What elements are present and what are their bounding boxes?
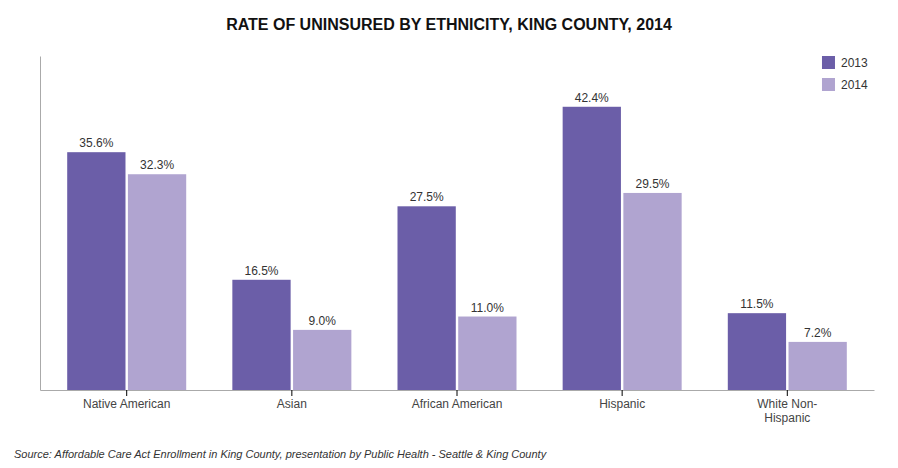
bars	[67, 107, 847, 390]
series	[128, 174, 847, 390]
x-tick-label-line: White Non-	[757, 397, 817, 411]
x-tick-label-line: Hispanic	[599, 397, 645, 411]
x-tick-label-line: African American	[412, 397, 503, 411]
x-tick-label: Asian	[277, 397, 307, 411]
legend-label: 2013	[841, 56, 868, 70]
data-label: 29.5%	[635, 177, 669, 191]
plot: 35.6% 16.5% 27.5% 42.4% 11.5% 32.3% 9.0% 11.0% 2…	[41, 56, 875, 425]
source-note: Source: Affordable Care Act Enrollment i…	[14, 448, 548, 460]
data-label: 42.4%	[575, 91, 609, 105]
data-label: 35.6%	[79, 136, 113, 150]
x-tick-mark	[787, 390, 788, 396]
x-tick: Hispanic	[599, 390, 645, 411]
data-label: 11.5%	[740, 297, 773, 311]
bar	[728, 313, 786, 390]
data-label: 27.5%	[410, 190, 444, 204]
x-tick: White Non-Hispanic	[757, 390, 817, 425]
x-tick-mark	[291, 390, 292, 396]
chart: RATE OF UNINSURED BY ETHNICITY, KING COU…	[0, 0, 898, 468]
series	[67, 107, 786, 390]
legend-item: 2013	[822, 56, 868, 70]
bar	[397, 206, 455, 390]
legend-swatch	[822, 56, 835, 69]
data-label: 7.2%	[804, 326, 832, 340]
bar	[232, 280, 290, 390]
legend: 2013 2014	[822, 56, 868, 92]
legend-item: 2014	[822, 78, 868, 92]
x-tick: African American	[412, 390, 503, 411]
title: RATE OF UNINSURED BY ETHNICITY, KING COU…	[226, 16, 672, 33]
x-tick-label-line: Asian	[277, 397, 307, 411]
bar	[293, 330, 351, 390]
x-axis: Native American Asian African American Hisp…	[41, 390, 875, 425]
bar	[563, 107, 621, 390]
bar	[128, 174, 186, 390]
x-tick-label: Native American	[83, 397, 170, 411]
data-label: 16.5%	[244, 264, 278, 278]
y-axis	[40, 57, 41, 391]
data-label: 9.0%	[309, 314, 337, 328]
x-tick-label-line: Native American	[83, 397, 170, 411]
legend-label: 2014	[841, 78, 868, 92]
y-axis-line	[40, 57, 41, 391]
x-tick-label: White Non-Hispanic	[757, 397, 817, 425]
bar	[67, 152, 125, 390]
legend-swatch	[822, 78, 835, 91]
data-label: 32.3%	[140, 158, 174, 172]
x-tick: Native American	[83, 390, 170, 411]
x-tick: Asian	[277, 390, 307, 411]
x-tick-mark	[457, 390, 458, 396]
data-label: 11.0%	[471, 301, 504, 315]
bar	[623, 193, 681, 390]
x-tick-label: Hispanic	[599, 397, 645, 411]
x-tick-mark	[622, 390, 623, 396]
x-tick-mark	[126, 390, 127, 396]
data-labels: 35.6% 16.5% 27.5% 42.4% 11.5% 32.3% 9.0% 11.0% 2…	[79, 91, 831, 340]
bar	[458, 317, 516, 390]
bar	[789, 342, 847, 390]
x-tick-label-line: Hispanic	[764, 411, 810, 425]
x-tick-label: African American	[412, 397, 503, 411]
